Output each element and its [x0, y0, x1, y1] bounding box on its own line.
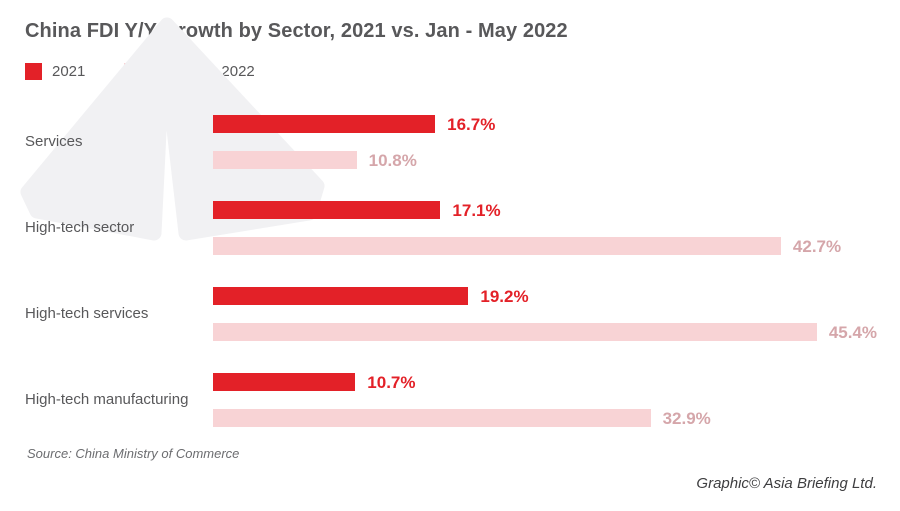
value-label: 16.7% [447, 115, 496, 134]
source-note: Source: China Ministry of Commerce [27, 446, 240, 461]
value-label: 17.1% [452, 201, 501, 220]
category-label: High-tech sector [25, 219, 135, 236]
bar-jan-may-2022 [213, 409, 651, 427]
bar-jan-may-2022 [213, 323, 817, 341]
chart-row: Services 16.7% 10.8% [0, 115, 900, 170]
value-label: 19.2% [480, 287, 529, 306]
chart-row: High-tech sector 17.1% 42.7% [0, 201, 900, 256]
asia-briefing-arrow-watermark-logo [20, 17, 325, 241]
value-label: 10.7% [367, 373, 416, 392]
legend-swatch-2021 [25, 62, 42, 80]
value-label: 32.9% [662, 409, 711, 428]
category-label: Services [25, 133, 83, 150]
category-label: High-tech services [25, 305, 149, 322]
chart-row: High-tech services 19.2% 45.4% [0, 287, 900, 342]
category-label: High-tech manufacturing [25, 391, 189, 408]
bar-jan-may-2022 [213, 237, 781, 255]
chart-row: High-tech manufacturing 10.7% 32.9% [0, 373, 900, 428]
bar-2021 [213, 287, 469, 305]
bar-2021 [213, 115, 436, 133]
graphic-credit: Graphic© Asia Briefing Ltd. [696, 475, 877, 492]
value-label: 10.8% [368, 151, 417, 170]
bar-2021 [213, 373, 356, 391]
bar-jan-may-2022 [213, 151, 357, 169]
value-label: 45.4% [828, 323, 878, 342]
bar-2021 [213, 201, 441, 219]
value-label: 42.7% [792, 237, 842, 256]
legend-label-2021: 2021 [52, 62, 86, 80]
